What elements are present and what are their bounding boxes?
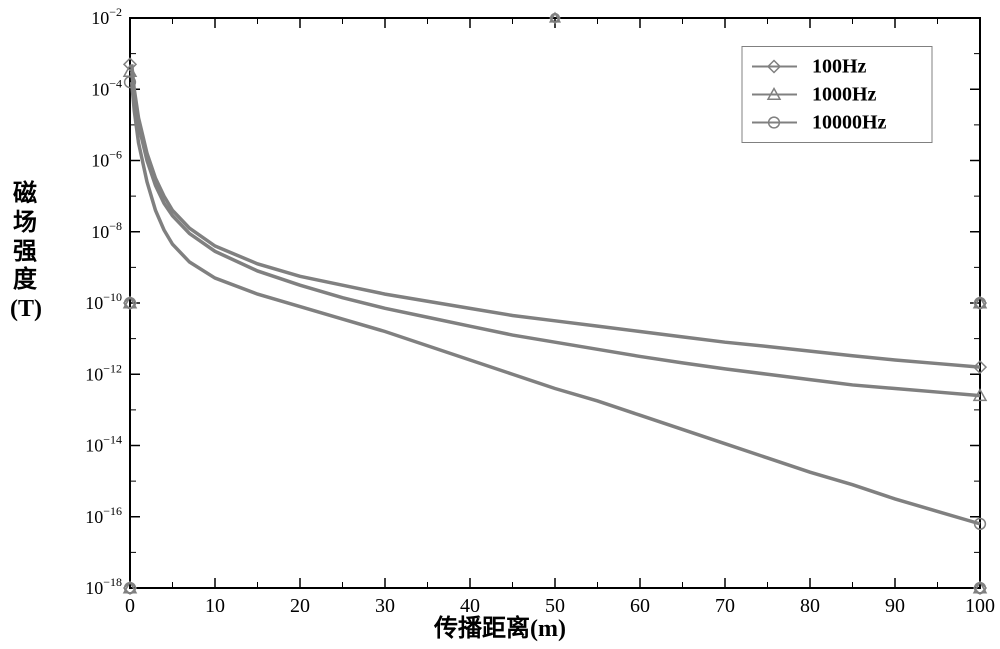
x-tick-label: 60: [630, 595, 650, 617]
series-10000Hz: [132, 82, 980, 524]
x-tick-label: 30: [375, 595, 395, 617]
y-tick-label: 10−12: [85, 361, 122, 384]
x-tick-label: 10: [205, 595, 225, 617]
y-tick-label: 10−2: [91, 5, 122, 28]
y-tick-label: 10−18: [85, 575, 122, 598]
legend-label: 1000Hz: [812, 84, 877, 106]
y-tick-label: 10−8: [91, 219, 122, 242]
y-tick-label: 10−6: [91, 148, 122, 171]
x-tick-label: 20: [290, 595, 310, 617]
chart-container: 磁场强度 (T) 传播距离(m) 10−210−410−610−810−1010…: [0, 0, 1000, 649]
y-axis-unit: (T): [10, 296, 42, 322]
legend-label: 10000Hz: [812, 112, 887, 134]
y-tick-label: 10−16: [85, 504, 122, 527]
series-100Hz: [132, 64, 980, 367]
y-tick-label: 10−10: [85, 290, 122, 313]
x-tick-label: 70: [715, 595, 735, 617]
x-axis-label: 传播距离(m): [434, 608, 566, 643]
chart-svg: 10−2 10−4 10−6 10−8 10−10 10−12 10−14 10−16 10−1…: [0, 0, 1000, 649]
x-axis-unit: (m): [530, 616, 566, 642]
x-axis-label-text: 传播距离: [434, 616, 530, 642]
x-tick-label: 80: [800, 595, 820, 617]
y-axis-label-text: 磁场强度: [13, 181, 37, 293]
legend-label: 100Hz: [812, 56, 867, 78]
y-axis-label: 磁场强度 (T): [10, 180, 40, 324]
y-tick-label: 10−4: [91, 76, 122, 99]
x-tick-label: 0: [125, 595, 135, 617]
x-tick-label: 90: [885, 595, 905, 617]
y-tick-label: 10−14: [85, 433, 122, 456]
x-tick-label: 100: [965, 595, 995, 617]
